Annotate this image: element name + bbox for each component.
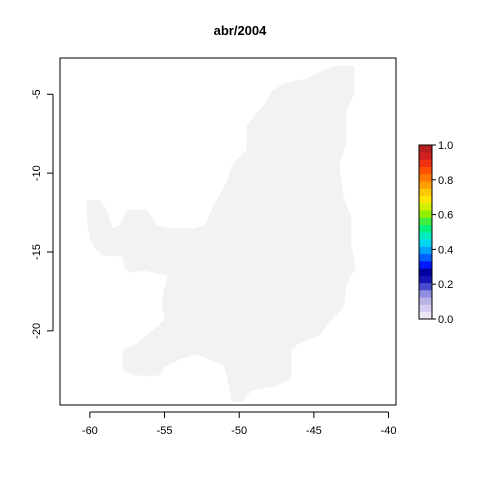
x-tick-label: -60 — [82, 425, 98, 437]
legend-color-step — [419, 210, 432, 218]
y-tick-label: -15 — [31, 244, 43, 260]
map-title: abr/2004 — [213, 23, 267, 38]
y-tick-label: -5 — [31, 89, 43, 99]
legend-color-step — [419, 282, 432, 291]
x-tick-label: -55 — [157, 425, 173, 437]
legend-tick-label: 0.4 — [438, 244, 453, 256]
x-tick-label: -45 — [306, 425, 322, 437]
legend-color-step — [419, 166, 432, 175]
legend-color-step — [419, 159, 432, 168]
legend-tick-label: 0.0 — [438, 314, 453, 326]
legend-color-step — [419, 261, 432, 269]
legend-color-step — [419, 275, 432, 284]
legend-tick-label: 0.6 — [438, 210, 453, 222]
legend-color-step — [419, 145, 432, 153]
legend-color-step — [419, 232, 432, 240]
y-axis: -5 -10 -15 -20 — [31, 89, 54, 339]
legend-color-step — [419, 253, 432, 262]
legend-color-step — [419, 174, 432, 182]
y-tick-label: -20 — [31, 323, 43, 339]
legend-color-step — [419, 311, 432, 320]
legend-color-step — [419, 239, 432, 247]
legend-color-step — [419, 203, 432, 211]
legend-color-step — [419, 246, 432, 255]
legend-color-step — [419, 268, 432, 276]
legend-tick-label: 0.2 — [438, 279, 453, 291]
legend-color-step — [419, 290, 432, 298]
legend-color-step — [419, 304, 432, 313]
legend-tick-label: 1.0 — [438, 140, 453, 152]
x-tick-label: -40 — [381, 425, 397, 437]
legend-color-step — [419, 217, 432, 226]
legend-color-step — [419, 152, 432, 160]
legend-color-step — [419, 188, 432, 197]
map-layer — [86, 65, 356, 402]
color-legend: 0.0 0.2 0.4 0.6 0.8 1.0 — [418, 140, 453, 326]
y-tick-label: -10 — [31, 165, 43, 181]
legend-color-step — [419, 181, 432, 189]
region-shape — [86, 65, 356, 402]
legend-color-step — [419, 297, 432, 305]
x-axis: -60 -55 -50 -45 -40 — [82, 411, 397, 437]
legend-tick-label: 0.8 — [438, 175, 453, 187]
x-tick-label: -50 — [231, 425, 247, 437]
legend-color-step — [419, 224, 432, 233]
plot-frame — [59, 57, 397, 406]
legend-color-step — [419, 195, 432, 204]
legend-frame — [418, 144, 433, 320]
